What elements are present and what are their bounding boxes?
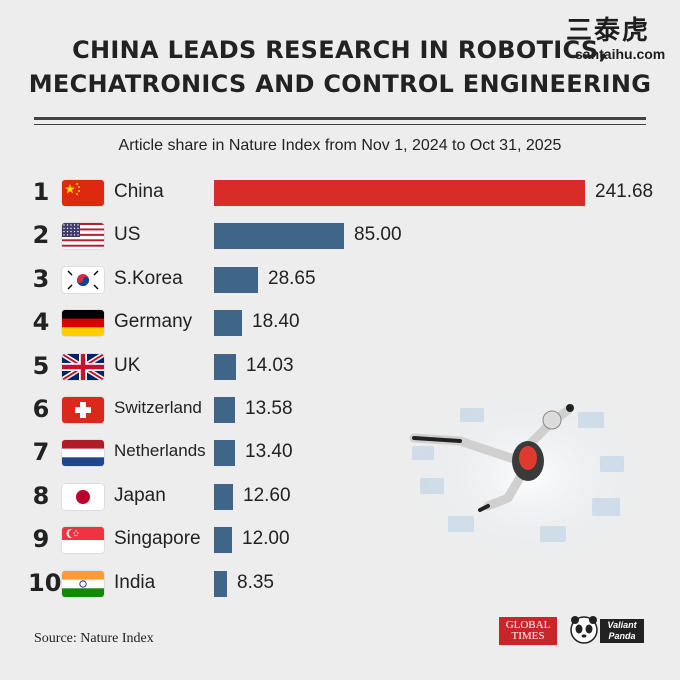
country-label: China — [114, 181, 164, 202]
rank-label: 9 — [32, 525, 50, 553]
rank-label: 4 — [32, 308, 50, 336]
rank-label: 2 — [32, 221, 50, 249]
rank-label: 6 — [32, 395, 50, 423]
value-label: 18.40 — [252, 311, 300, 332]
value-label: 28.65 — [268, 268, 316, 289]
rank-label: 8 — [32, 482, 50, 510]
country-label: Germany — [114, 311, 193, 332]
bar-us — [214, 223, 344, 249]
source-note: Source: Nature Index — [34, 631, 154, 646]
rank-label: 1 — [32, 178, 50, 206]
watermark-chinese: 三泰虎 — [566, 16, 651, 46]
country-label: Switzerland — [114, 398, 202, 417]
value-label: 14.03 — [246, 355, 294, 376]
flag-nl-icon — [62, 440, 104, 466]
country-label: UK — [114, 355, 141, 376]
bar-netherlands — [214, 440, 235, 466]
bar-uk — [214, 354, 236, 380]
watermark-url: santaihu.com — [575, 46, 666, 62]
flag-in-icon — [62, 571, 104, 597]
value-label: 8.35 — [237, 572, 274, 593]
bar-india — [214, 571, 227, 597]
value-label: 13.58 — [245, 398, 293, 419]
country-label: Japan — [114, 485, 166, 506]
flag-ch-icon — [62, 397, 104, 423]
flag-jp-icon — [62, 484, 104, 510]
country-label: US — [114, 224, 141, 245]
title-rule-thick — [34, 117, 646, 120]
title-rule-thin — [34, 124, 646, 125]
country-label: S.Korea — [114, 268, 183, 289]
value-label: 12.60 — [243, 485, 291, 506]
bar-skorea — [214, 267, 258, 293]
rank-label: 10 — [28, 569, 62, 597]
rank-label: 3 — [32, 265, 50, 293]
value-label: 241.68 — [595, 181, 654, 202]
country-label: India — [114, 572, 156, 593]
valiant-panda-logo — [570, 616, 598, 644]
value-label: 85.00 — [354, 224, 402, 245]
bar-germany — [214, 310, 242, 336]
bar-china — [214, 180, 585, 206]
rank-label: 5 — [32, 352, 50, 380]
valiant-panda-text: Valiant Panda — [600, 619, 644, 643]
flag-de-icon — [62, 310, 104, 336]
country-label: Netherlands — [114, 441, 206, 460]
flag-gb-icon — [62, 354, 104, 380]
flag-sg-icon — [62, 527, 104, 553]
country-label: Singapore — [114, 528, 201, 549]
bar-switzerland — [214, 397, 235, 423]
flag-cn-icon — [62, 180, 104, 206]
robot-illustration — [409, 388, 640, 564]
chart-title-line1: CHINA LEADS RESEARCH IN ROBOTICS, — [72, 36, 608, 64]
bar-singapore — [214, 527, 232, 553]
rank-label: 7 — [32, 438, 50, 466]
global-times-logo: GLOBAL TIMES — [499, 617, 557, 645]
chart-title-line2: MECHATRONICS AND CONTROL ENGINEERING — [28, 70, 652, 98]
bar-japan — [214, 484, 233, 510]
value-label: 12.00 — [242, 528, 290, 549]
flag-kr-icon — [62, 267, 104, 293]
value-label: 13.40 — [245, 441, 293, 462]
chart-subtitle: Article share in Nature Index from Nov 1… — [118, 137, 562, 154]
flag-us-icon — [62, 223, 104, 249]
